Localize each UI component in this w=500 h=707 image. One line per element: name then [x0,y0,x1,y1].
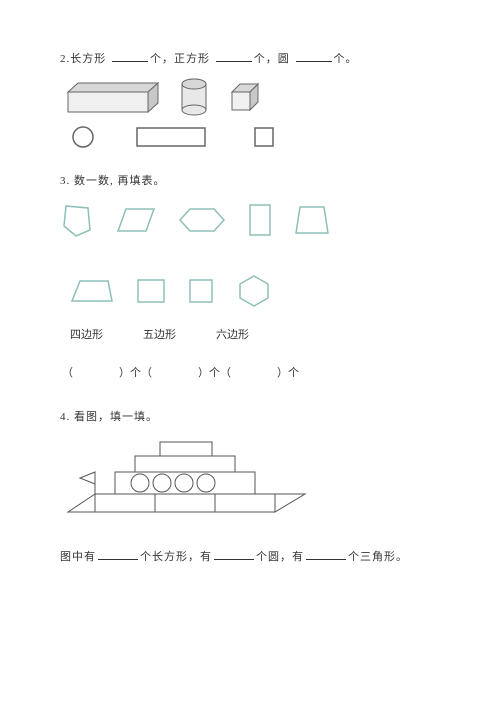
hexagon-shape [178,205,226,235]
q2-t3: 个，圆 [254,53,290,65]
q4-title: 4. 看图，填一填。 [60,408,440,424]
q4-b: 个长方形，有 [140,551,212,563]
small-rect-shape [136,278,166,304]
q4-a: 图中有 [60,551,96,563]
q2-text: 2.长方形 个，正方形 个，圆 个。 [60,50,440,66]
q3-counts: （ ）个（ ）个（ ）个 [60,364,440,380]
q2-prefix: 2. [60,53,70,65]
blank[interactable] [216,50,252,62]
blank[interactable] [296,50,332,62]
rectangle-shape [136,127,206,147]
q3-shapes [60,202,440,308]
q2-t1: 长方形 [70,53,106,65]
q4-c: 个圆，有 [256,551,304,563]
square-shape [254,127,274,147]
label-hexa: 六边形 [216,326,249,342]
cuboid-shape [60,80,160,114]
label-penta: 五边形 [143,326,176,342]
blank[interactable] [214,548,254,560]
circle-shape [70,124,96,150]
pentagon-shape [60,202,94,238]
count-open: （ [62,364,73,380]
hexagon-shape-2 [236,274,272,308]
blank[interactable] [306,548,346,560]
q2-t2: 个，正方形 [150,53,210,65]
trapezoid-shape [68,277,114,305]
count-mid: ）个（ [119,364,152,380]
blank[interactable] [87,364,105,380]
q2-shapes-row2 [60,124,440,150]
blank[interactable] [245,364,263,380]
boat-figure [60,438,310,528]
q2-shapes-row1 [60,78,440,116]
cylinder-shape [180,78,208,116]
blank[interactable] [166,364,184,380]
q4-d: 个三角形。 [348,551,408,563]
q3-labels: 四边形 五边形 六边形 [60,326,440,342]
square-shape-2 [188,278,214,304]
parallelogram-shape [116,205,156,235]
count-mid2: ）个（ [198,364,231,380]
q4-fill-line: 图中有 个长方形，有 个圆，有 个三角形。 [60,548,440,564]
label-quad: 四边形 [70,326,103,342]
tall-rect-shape [248,203,272,237]
q3-title: 3. 数一数, 再填表。 [60,172,440,188]
quad-shape [294,203,330,237]
blank[interactable] [98,548,138,560]
q2-t4: 个。 [334,53,358,65]
blank[interactable] [112,50,148,62]
count-end: ）个 [277,364,299,380]
cube-shape [228,82,260,112]
